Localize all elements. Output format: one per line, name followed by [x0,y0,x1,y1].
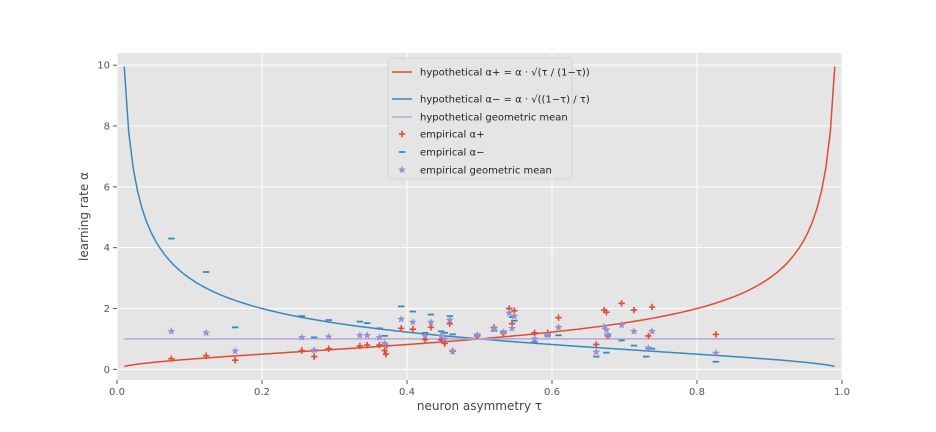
data-point [167,327,176,335]
data-point [508,324,517,332]
y-tick-label: 2 [104,304,110,315]
data-point [409,326,416,333]
y-tick-label: 8 [104,122,110,133]
data-point [168,355,175,362]
data-point [617,321,626,329]
data-point [592,347,601,356]
data-point [324,332,333,341]
y-axis-label: learning rate α [77,172,91,261]
legend: hypothetical α+ = α · √(τ / (1−τ)) hypoth… [387,57,590,180]
data-point [593,341,600,348]
x-axis-label: neuron asymmetry τ [417,399,542,413]
x-tick-label: 0.4 [399,387,415,398]
x-axis-ticks: 0.0 0.2 0.4 0.6 0.8 1.0 [109,380,850,398]
data-point [603,308,610,316]
x-tick-label: 0.6 [544,387,560,398]
y-tick-label: 10 [97,61,110,72]
data-point [490,324,498,333]
data-point [555,314,562,321]
data-point [629,327,638,335]
y-tick-label: 0 [104,365,110,376]
data-point [356,342,364,350]
data-point [618,300,625,307]
data-point [380,339,389,347]
data-point [325,345,332,352]
data-point [381,347,388,354]
data-point [408,318,417,326]
legend-symbol [398,165,406,174]
data-point [530,334,539,343]
data-point [645,332,652,340]
data-point [355,331,364,339]
legend-symbol [398,130,406,138]
data-point [375,333,384,341]
data-point [231,346,240,355]
series-layer [123,66,836,368]
data-point [600,322,609,331]
data-point [310,345,319,354]
data-point [421,331,430,340]
data-point [648,327,657,335]
data-point [648,303,656,311]
series-5 [167,308,720,357]
data-point [473,331,482,339]
data-point [311,353,318,360]
data-point [602,325,611,334]
legend-entry: empirical α+ [420,130,484,141]
data-point [505,308,514,317]
data-point [202,352,210,359]
legend-entry: empirical α− [420,148,484,159]
data-point [510,311,519,320]
x-tick-label: 0.0 [109,387,125,398]
legend-entry: hypothetical geometric mean [420,113,568,124]
legend-box [387,57,573,180]
data-point [426,318,435,326]
legend-entry: hypothetical α− = α · √((1−τ) / τ) [420,95,590,106]
x-tick-label: 0.2 [254,387,270,398]
data-point [630,306,638,314]
data-point [543,331,552,339]
y-tick-label: 4 [104,243,110,254]
x-tick-label: 0.8 [689,387,705,398]
x-tick-label: 1.0 [834,387,850,398]
data-point [297,333,306,341]
data-point [712,331,720,338]
data-point [437,331,446,340]
data-point [298,347,306,354]
data-point [202,328,211,337]
data-point [603,331,612,339]
data-point [445,315,454,324]
legend-entry: hypothetical α+ = α · √(τ / (1−τ)) [420,68,590,79]
data-point [363,341,371,349]
data-point [376,341,383,349]
data-point [397,314,406,323]
data-point [499,328,508,336]
y-tick-label: 6 [104,182,110,193]
data-point [231,357,239,364]
data-point [363,331,372,339]
data-point [398,325,405,332]
data-point [440,334,449,343]
data-point [441,340,448,347]
data-point [448,346,457,355]
data-point [711,349,720,357]
data-point [644,343,653,352]
legend-entry: empirical geometric mean [420,166,552,177]
data-point [382,350,390,358]
data-point [427,324,435,331]
y-axis-ticks: 0 2 4 6 8 10 [97,61,117,376]
data-point [554,323,563,331]
